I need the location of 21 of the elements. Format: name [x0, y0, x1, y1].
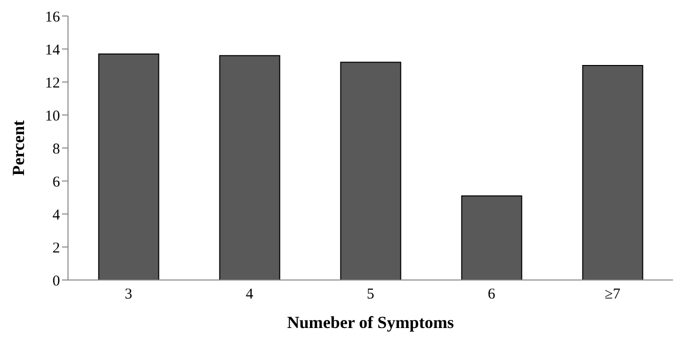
- y-tick-label: 14: [45, 42, 60, 58]
- y-tick-label: 2: [52, 240, 60, 256]
- bar: [461, 195, 522, 280]
- bar: [98, 53, 160, 280]
- y-tick-label: 8: [52, 141, 60, 158]
- x-tick-label: 6: [488, 286, 496, 303]
- x-axis-title: Numeber of Symptoms: [287, 313, 454, 332]
- y-tick-label: 4: [52, 207, 60, 224]
- y-tick-label: 12: [45, 75, 60, 92]
- bar: [582, 65, 644, 280]
- bar: [219, 55, 280, 280]
- x-tick-label: 4: [246, 286, 254, 303]
- y-tick-label: 6: [52, 174, 60, 190]
- x-tick-label: 3: [124, 286, 132, 303]
- y-tick-label: 16: [45, 9, 60, 26]
- y-tick-label: 10: [45, 108, 60, 124]
- y-tick-label: 0: [52, 273, 60, 290]
- bar: [340, 62, 402, 280]
- x-tick-label: ≥7: [604, 286, 621, 303]
- x-tick-label: 5: [366, 286, 374, 303]
- y-axis-title: Percent: [9, 120, 28, 176]
